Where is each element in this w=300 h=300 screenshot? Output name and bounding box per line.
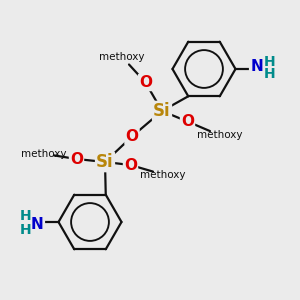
Text: H: H [20,209,31,223]
Text: H: H [264,56,276,69]
Text: O: O [125,129,139,144]
Text: Si: Si [153,102,171,120]
Text: methoxy: methoxy [99,52,145,62]
Text: O: O [181,114,194,129]
Text: O: O [139,75,152,90]
Text: methoxy: methoxy [140,169,186,180]
Text: H: H [20,223,31,236]
Text: O: O [70,152,83,166]
Text: O: O [124,158,137,172]
Text: Si: Si [96,153,114,171]
Text: methoxy: methoxy [21,149,66,159]
Text: N: N [250,59,263,74]
Text: methoxy: methoxy [197,130,242,140]
Text: H: H [264,68,276,81]
Text: N: N [31,217,44,232]
